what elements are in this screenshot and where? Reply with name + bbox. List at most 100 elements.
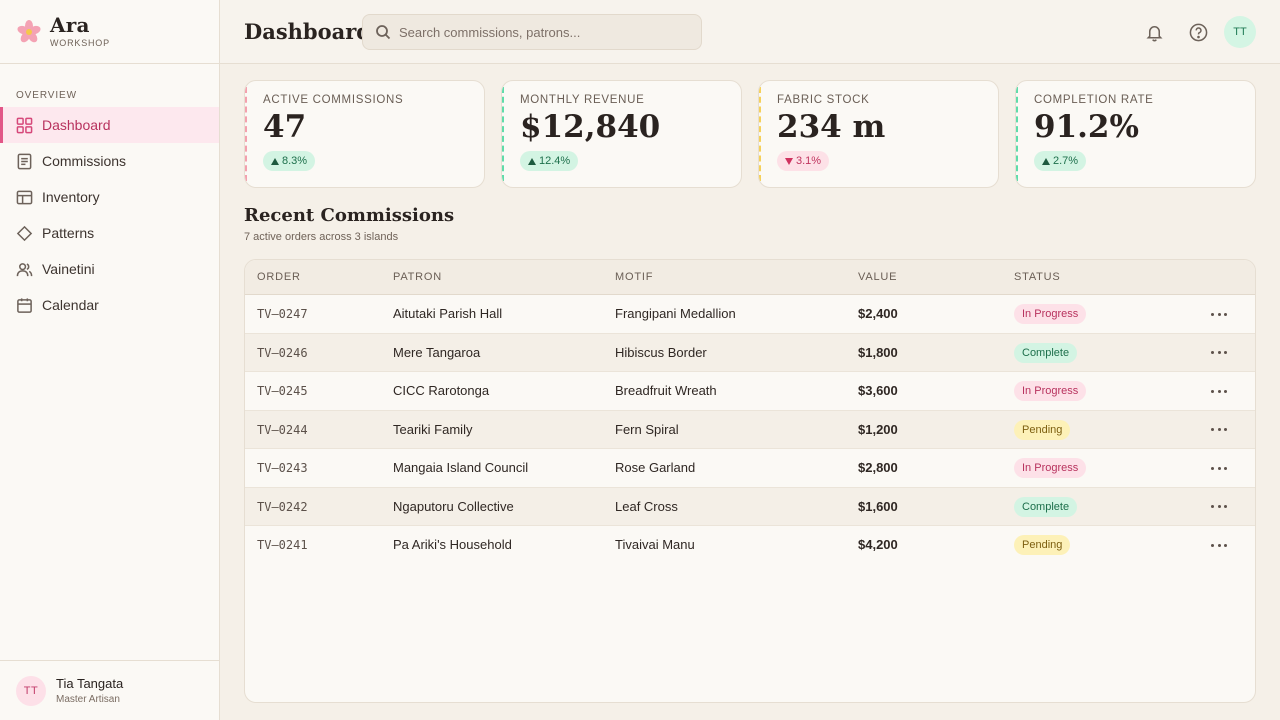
order-id: TV–0242 <box>257 499 308 514</box>
brand-name: Ara <box>50 13 90 37</box>
table-row[interactable]: TV–0241 Pa Ariki's Household Tivaivai Ma… <box>245 526 1255 565</box>
stat-label: COMPLETION RATE <box>1034 94 1154 106</box>
layout-icon <box>16 190 33 204</box>
sidebar-item-dashboard[interactable]: Dashboard <box>0 107 219 143</box>
sidebar-item-label: Vainetini <box>42 261 95 277</box>
dot <box>1211 389 1214 393</box>
page-title: Dashboard <box>244 19 371 44</box>
dot <box>1211 351 1214 354</box>
table-row[interactable]: TV–0243 Mangaia Island Council Rose Garl… <box>245 449 1255 488</box>
dot <box>1217 389 1221 393</box>
dot <box>1211 543 1214 547</box>
table-header: ORDER PATRON MOTIF VALUE STATUS <box>245 260 1255 295</box>
patron-name: Pa Ariki's Household <box>393 537 512 552</box>
nav-section-label: OVERVIEW <box>16 90 77 101</box>
stat-value: $12,840 <box>520 109 661 145</box>
sidebar-item-calendar[interactable]: Calendar <box>0 287 219 323</box>
dot <box>1217 428 1221 431</box>
row-actions-button[interactable] <box>1211 346 1227 360</box>
sidebar-nav: Dashboard Commissions Inventory Patterns… <box>0 107 219 323</box>
top-header: Dashboard TT <box>220 0 1280 64</box>
stat-value: 234 m <box>777 109 886 145</box>
sidebar-item-label: Patterns <box>42 225 95 241</box>
status-badge: Pending <box>1014 535 1071 555</box>
sidebar-item-label: Dashboard <box>42 117 111 133</box>
section-title: Recent Commissions <box>244 205 455 226</box>
dot <box>1224 312 1227 316</box>
column-header-order[interactable]: ORDER <box>257 271 301 283</box>
stat-label: FABRIC STOCK <box>777 94 870 106</box>
status-badge: Complete <box>1014 496 1078 517</box>
trend-up-icon <box>271 157 279 165</box>
trend-badge: 8.3% <box>263 151 316 171</box>
calendar-icon <box>17 297 32 313</box>
user-profile[interactable]: TT Tia Tangata Master Artisan <box>0 660 219 720</box>
table-row[interactable]: TV–0244 Teariki Family Fern Spiral $1,20… <box>245 410 1255 449</box>
status-badge: In Progress <box>1014 381 1087 401</box>
stat-card-monthly-revenue: MONTHLY REVENUE $12,840 12.4% <box>501 80 742 188</box>
user-avatar-button[interactable]: TT <box>1224 16 1256 48</box>
row-actions-button[interactable] <box>1211 538 1227 552</box>
order-id: TV–0245 <box>257 384 308 398</box>
order-value: $1,200 <box>858 421 898 437</box>
trend-up-icon <box>1042 157 1050 165</box>
stat-card-completion-rate: COMPLETION RATE 91.2% 2.7% <box>1015 80 1256 188</box>
row-actions-button[interactable] <box>1211 423 1227 437</box>
sidebar-item-patterns[interactable]: Patterns <box>0 215 219 251</box>
column-header-motif[interactable]: MOTIF <box>615 271 654 283</box>
sidebar-item-vainetini[interactable]: Vainetini <box>0 251 219 287</box>
user-name: Tia Tangata <box>56 676 124 691</box>
sidebar-item-label: Commissions <box>42 153 127 169</box>
help-button[interactable] <box>1187 21 1209 43</box>
table-body: TV–0247 Aitutaki Parish Hall Frangipani … <box>245 295 1255 565</box>
sidebar: Ara WORKSHOP OVERVIEW Dashboard Commissi… <box>0 0 220 720</box>
search-icon <box>376 25 391 40</box>
search-input[interactable] <box>399 24 689 40</box>
trend-down-icon <box>785 157 793 165</box>
patron-name: Aitutaki Parish Hall <box>393 306 503 321</box>
status-badge: Complete <box>1014 342 1078 363</box>
motif-name: Leaf Cross <box>615 498 678 514</box>
motif-name: Hibiscus Border <box>615 344 707 360</box>
sidebar-item-inventory[interactable]: Inventory <box>0 179 219 215</box>
patron-name: Mangaia Island Council <box>393 460 529 475</box>
order-id: TV–0247 <box>257 307 308 321</box>
stat-card-active-commissions: ACTIVE COMMISSIONS 47 8.3% <box>244 80 485 188</box>
table-row[interactable]: TV–0246 Mere Tangaroa Hibiscus Border $1… <box>245 333 1255 372</box>
user-role: Master Artisan <box>56 694 120 705</box>
table-row[interactable]: TV–0242 Ngaputoru Collective Leaf Cross … <box>245 487 1255 526</box>
column-header-patron[interactable]: PATRON <box>393 271 443 283</box>
dot <box>1224 543 1227 547</box>
sidebar-item-label: Calendar <box>42 297 99 313</box>
row-actions-button[interactable] <box>1211 307 1227 321</box>
document-icon <box>17 153 32 169</box>
row-actions-button[interactable] <box>1211 461 1227 475</box>
dot <box>1217 505 1221 508</box>
notifications-button[interactable] <box>1143 21 1165 43</box>
row-actions-button[interactable] <box>1211 384 1227 398</box>
row-actions-button[interactable] <box>1211 500 1227 514</box>
order-value: $1,800 <box>858 344 898 360</box>
column-header-value[interactable]: VALUE <box>858 271 898 283</box>
motif-name: Rose Garland <box>615 460 696 475</box>
patron-name: CICC Rarotonga <box>393 383 490 398</box>
dot <box>1224 389 1227 393</box>
stat-card-fabric-stock: FABRIC STOCK 234 m 3.1% <box>758 80 999 188</box>
trend-value: 2.7% <box>1053 155 1079 167</box>
order-value: $3,600 <box>858 383 898 398</box>
sidebar-item-label: Inventory <box>42 189 100 205</box>
trend-up-icon <box>528 157 536 165</box>
column-header-status[interactable]: STATUS <box>1014 271 1061 283</box>
table-row[interactable]: TV–0245 CICC Rarotonga Breadfruit Wreath… <box>245 372 1255 411</box>
dot <box>1217 312 1221 316</box>
motif-name: Tivaivai Manu <box>615 537 695 552</box>
search-box <box>362 14 702 50</box>
flower-logo-icon <box>17 19 41 42</box>
section-subtitle: 7 active orders across 3 islands <box>244 231 399 243</box>
order-id: TV–0246 <box>257 345 308 360</box>
dot <box>1211 466 1214 470</box>
people-icon <box>16 262 33 276</box>
table-row[interactable]: TV–0247 Aitutaki Parish Hall Frangipani … <box>245 295 1255 334</box>
order-id: TV–0243 <box>257 461 308 475</box>
sidebar-item-commissions[interactable]: Commissions <box>0 143 219 179</box>
